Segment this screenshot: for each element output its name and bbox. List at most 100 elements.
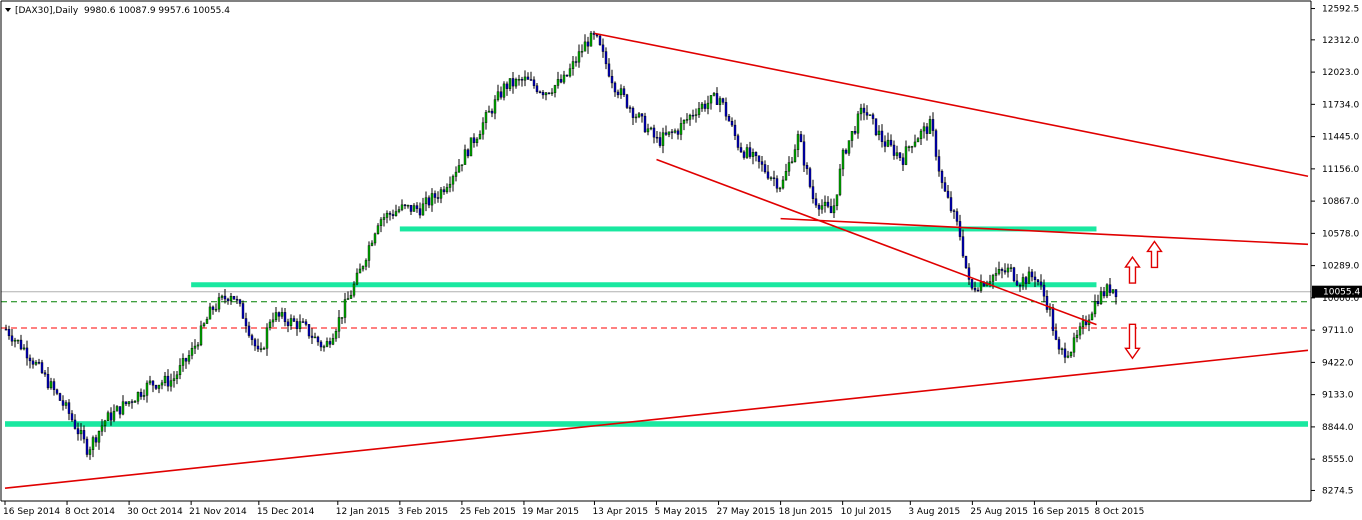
time-tick-label: 3 Feb 2015 [398, 507, 448, 517]
candle-up [175, 374, 179, 379]
time-tick-label: 12 Jan 2015 [336, 507, 390, 517]
candle-down [976, 289, 980, 292]
candle-down [1018, 284, 1022, 287]
candle-up [349, 294, 353, 299]
candle-up [469, 137, 473, 157]
candle-up [562, 74, 566, 83]
candle-up [379, 219, 383, 226]
candle-down [952, 210, 956, 212]
candle-up [322, 346, 326, 348]
candle-down [139, 391, 143, 397]
candle-down [328, 341, 332, 345]
candle-down [898, 152, 902, 158]
candle-up [787, 162, 791, 172]
candle-up [868, 114, 872, 116]
candle-down [901, 157, 905, 165]
candle-down [529, 79, 533, 81]
candle-down [721, 98, 725, 103]
price-tick-label: 11156.0 [1322, 165, 1359, 175]
candle-down [652, 127, 656, 138]
candle-up [145, 382, 149, 396]
candle-down [76, 428, 80, 435]
price-tick-label: 8844.0 [1322, 423, 1354, 433]
candle-up [679, 123, 683, 135]
candle-up [517, 78, 521, 81]
time-tick-label: 19 Mar 2015 [522, 507, 579, 517]
candle-down [427, 197, 431, 206]
candle-up [913, 141, 917, 147]
candle-up [577, 51, 581, 63]
candle-up [430, 193, 434, 206]
candle-down [604, 51, 608, 65]
candle-down [946, 190, 950, 198]
candle-up [979, 281, 983, 291]
candle-down [256, 345, 260, 350]
candle-down [691, 114, 695, 117]
candle-down [961, 236, 965, 257]
candle-up [22, 347, 26, 350]
candle-down [316, 336, 320, 343]
candle-up [199, 325, 203, 346]
plot-background [1, 1, 1311, 501]
candle-up [1072, 337, 1076, 353]
candle-up [298, 321, 302, 329]
candle-up [877, 130, 881, 136]
candle-up [487, 110, 491, 113]
candle-down [94, 437, 98, 443]
candle-up [136, 391, 140, 402]
candle-down [67, 402, 71, 414]
candle-up [406, 204, 410, 207]
candle-down [505, 83, 509, 89]
candle-down [85, 438, 89, 455]
zone-support-10120 [191, 282, 1097, 288]
candle-up [673, 130, 677, 133]
candle-down [829, 206, 833, 214]
time-tick-label: 13 Apr 2015 [592, 507, 648, 517]
candle-up [649, 127, 653, 130]
candle-up [661, 132, 665, 146]
candle-down [304, 321, 308, 325]
candle-down [4, 328, 8, 331]
candle-down [616, 91, 620, 96]
candle-up [523, 76, 527, 81]
candle-up [859, 107, 863, 115]
candle-up [994, 273, 998, 276]
candle-down [184, 358, 188, 362]
candle-down [643, 115, 647, 133]
candle-up [1006, 267, 1010, 273]
candle-up [769, 177, 773, 179]
candle-up [457, 165, 461, 173]
candle-down [844, 149, 848, 154]
candle-down [253, 339, 257, 347]
candle-down [874, 118, 878, 136]
candle-up [997, 269, 1001, 274]
candle-down [925, 126, 929, 134]
candle-down [574, 61, 578, 63]
candle-down [1096, 301, 1100, 305]
candle-up [850, 131, 854, 141]
candle-down [211, 306, 215, 310]
candle-down [880, 130, 884, 142]
candle-down [610, 75, 614, 84]
dropdown-triangle-icon[interactable] [5, 8, 11, 12]
time-tick-label: 8 Oct 2014 [65, 507, 115, 517]
candle-up [1081, 320, 1085, 327]
candle-down [295, 321, 299, 329]
price-tick-label: 9422.0 [1322, 358, 1354, 368]
time-tick-label: 5 May 2015 [655, 507, 708, 517]
candle-up [463, 149, 467, 165]
candle-up [832, 205, 836, 214]
candle-up [448, 183, 452, 188]
candle-up [1069, 352, 1073, 357]
candle-down [940, 170, 944, 183]
candle-down [223, 295, 227, 300]
candle-up [484, 112, 488, 123]
candle-up [556, 79, 560, 86]
candle-up [553, 85, 557, 93]
candle-down [244, 318, 248, 327]
candle-up [904, 146, 908, 165]
candle-up [475, 138, 479, 144]
time-tick-label: 3 Aug 2015 [908, 507, 960, 517]
candle-up [196, 344, 200, 347]
